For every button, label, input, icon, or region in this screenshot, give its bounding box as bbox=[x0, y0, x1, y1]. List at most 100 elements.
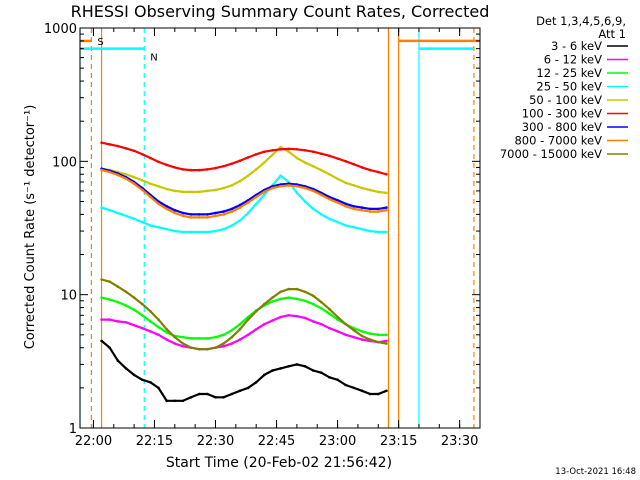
data-point-3-20 bbox=[263, 193, 266, 197]
data-point-5-29 bbox=[336, 157, 339, 160]
data-point-2-3 bbox=[124, 304, 128, 307]
data-point-0-26 bbox=[311, 369, 315, 372]
data-point-7-19 bbox=[254, 195, 258, 199]
data-point-4-21 bbox=[271, 153, 274, 157]
x-tick-label-3: 22:45 bbox=[258, 434, 295, 449]
data-point-2-17 bbox=[238, 322, 242, 326]
data-point-5-34 bbox=[377, 170, 380, 174]
data-point-5-20 bbox=[263, 150, 266, 153]
data-point-3-7 bbox=[157, 226, 160, 229]
data-point-1-4 bbox=[132, 323, 136, 327]
data-point-7-18 bbox=[246, 201, 250, 204]
data-point-7-16 bbox=[230, 210, 234, 213]
data-point-8-35 bbox=[385, 342, 388, 345]
data-point-6-31 bbox=[352, 205, 356, 208]
data-point-2-35 bbox=[385, 333, 388, 337]
data-point-0-3 bbox=[124, 367, 128, 370]
plot-area: S N 1 10 100 1000 22:00 22:15 22:30 22:45 23:00 23:… bbox=[44, 22, 481, 449]
x-axis-label: Start Time (20-Feb-02 21:56:42) bbox=[166, 455, 392, 471]
x-tick-label-4: 23:00 bbox=[319, 434, 356, 449]
data-point-4-3 bbox=[124, 173, 128, 176]
data-point-8-21 bbox=[271, 296, 274, 299]
data-point-0-35 bbox=[385, 389, 388, 393]
data-point-5-22 bbox=[279, 148, 282, 151]
data-point-8-10 bbox=[181, 342, 185, 345]
data-point-3-29 bbox=[336, 220, 339, 224]
data-point-2-22 bbox=[279, 297, 282, 301]
data-point-4-29 bbox=[336, 177, 339, 181]
data-point-5-3 bbox=[124, 147, 128, 150]
data-point-2-6 bbox=[149, 320, 152, 323]
data-point-8-11 bbox=[189, 346, 193, 350]
data-point-5-25 bbox=[303, 149, 307, 152]
data-point-7-14 bbox=[214, 214, 217, 218]
data-point-2-15 bbox=[222, 333, 225, 337]
data-point-0-4 bbox=[132, 373, 136, 377]
data-point-8-30 bbox=[344, 322, 348, 326]
data-point-1-30 bbox=[344, 333, 348, 337]
data-point-5-10 bbox=[181, 168, 185, 171]
data-point-0-0 bbox=[100, 339, 103, 343]
plot-frame bbox=[79, 27, 481, 429]
data-point-8-20 bbox=[263, 302, 266, 306]
data-point-4-14 bbox=[214, 188, 217, 192]
data-point-0-28 bbox=[328, 376, 331, 379]
data-point-6-10 bbox=[181, 211, 185, 215]
data-point-5-27 bbox=[320, 152, 323, 155]
data-point-2-28 bbox=[328, 312, 331, 316]
data-point-1-26 bbox=[311, 320, 315, 323]
data-point-8-25 bbox=[303, 290, 307, 294]
data-point-5-9 bbox=[173, 166, 177, 169]
data-point-4-22 bbox=[279, 145, 282, 149]
data-point-5-0 bbox=[100, 141, 103, 144]
data-point-1-31 bbox=[352, 335, 356, 339]
data-point-2-23 bbox=[287, 296, 291, 299]
legend-label-3: 25 - 50 keV bbox=[536, 80, 602, 94]
data-point-7-9 bbox=[173, 211, 177, 215]
data-point-1-3 bbox=[124, 321, 128, 324]
data-point-8-33 bbox=[368, 338, 372, 341]
data-point-4-8 bbox=[165, 187, 168, 191]
data-point-0-13 bbox=[206, 392, 209, 396]
data-point-0-15 bbox=[222, 396, 225, 399]
data-point-7-35 bbox=[385, 208, 388, 212]
data-point-1-6 bbox=[149, 330, 152, 333]
data-point-7-8 bbox=[165, 207, 168, 211]
data-point-4-32 bbox=[360, 186, 364, 190]
data-point-0-16 bbox=[230, 392, 234, 396]
data-point-8-7 bbox=[157, 318, 160, 321]
data-point-0-8 bbox=[165, 399, 168, 403]
data-point-2-25 bbox=[303, 299, 307, 303]
data-point-0-1 bbox=[108, 346, 111, 350]
data-point-4-19 bbox=[254, 168, 258, 171]
data-point-3-12 bbox=[197, 230, 201, 234]
data-point-8-27 bbox=[320, 300, 323, 304]
data-point-6-32 bbox=[360, 206, 364, 209]
data-point-8-2 bbox=[116, 285, 120, 288]
data-point-5-26 bbox=[311, 150, 315, 153]
data-point-7-23 bbox=[287, 184, 291, 187]
data-point-3-27 bbox=[320, 213, 323, 216]
data-point-7-13 bbox=[206, 216, 209, 219]
data-point-0-29 bbox=[336, 378, 339, 382]
data-point-2-27 bbox=[320, 307, 323, 310]
data-point-8-16 bbox=[230, 335, 234, 339]
data-point-4-16 bbox=[230, 184, 234, 187]
data-point-7-5 bbox=[141, 188, 144, 192]
legend-label-0: 3 - 6 keV bbox=[551, 39, 602, 53]
data-point-7-28 bbox=[328, 197, 331, 201]
data-point-2-16 bbox=[230, 329, 234, 332]
data-point-6-33 bbox=[368, 207, 372, 211]
data-point-8-1 bbox=[108, 280, 111, 284]
data-point-4-11 bbox=[189, 190, 193, 194]
data-point-2-21 bbox=[271, 300, 274, 303]
data-point-3-32 bbox=[360, 227, 364, 231]
data-point-4-17 bbox=[238, 179, 242, 183]
data-point-6-29 bbox=[336, 199, 339, 202]
data-point-4-15 bbox=[222, 186, 225, 190]
data-point-4-31 bbox=[352, 184, 356, 187]
data-point-4-5 bbox=[141, 179, 144, 182]
data-point-2-26 bbox=[311, 302, 315, 306]
data-point-3-19 bbox=[254, 202, 258, 206]
